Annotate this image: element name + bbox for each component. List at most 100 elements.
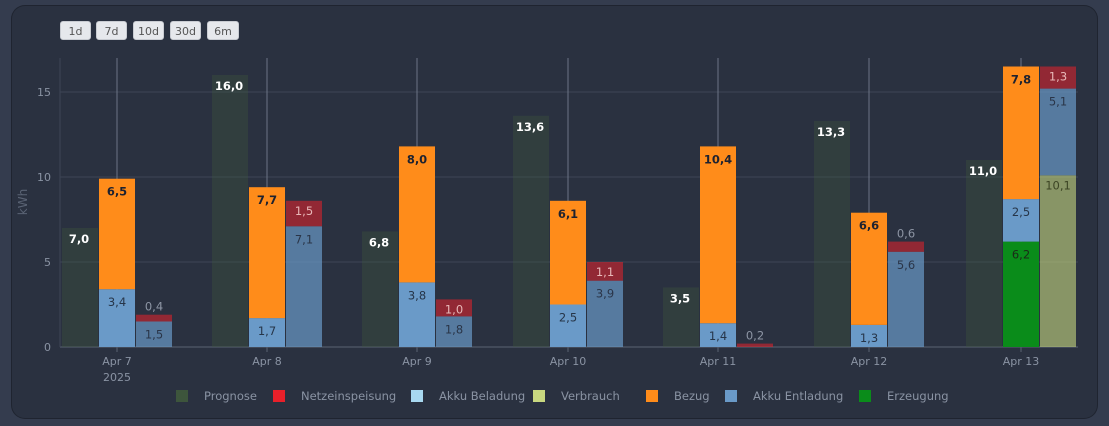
label-akku-entladung: 3,4 (108, 295, 126, 309)
legend-label: Verbrauch (561, 389, 620, 403)
bar-prognose (62, 228, 98, 347)
label-bezug: 6,6 (859, 219, 879, 233)
range-button-6m[interactable]: 6m (207, 21, 239, 40)
range-button-30d[interactable]: 30d (170, 21, 201, 40)
bar-akku-entladung (851, 324, 887, 347)
bar-netzeinspeisung (436, 299, 472, 317)
bar-verbrauch (1040, 175, 1076, 347)
legend-label: Netzeinspeisung (301, 389, 396, 403)
label-netzeinspeisung: 1,3 (1049, 70, 1067, 84)
label-prognose: 3,5 (670, 292, 690, 306)
range-button-10d[interactable]: 10d (133, 21, 164, 40)
label-netzeinspeisung: 1,0 (445, 302, 463, 316)
label-akku-entladung-out: 3,9 (596, 287, 614, 301)
label-akku-entladung-out: 5,6 (897, 258, 915, 272)
y-tick-label: 0 (44, 341, 51, 354)
bar-netzeinspeisung (737, 343, 773, 347)
label-bezug: 8,0 (407, 152, 427, 166)
label-akku-entladung: 3,8 (408, 288, 426, 302)
legend-item-akku-entladung[interactable]: Akku Entladung (725, 389, 843, 403)
bar-prognose (362, 231, 398, 347)
label-netzeinspeisung: 0,4 (145, 300, 163, 314)
legend-swatch (859, 390, 871, 402)
bar-akku-entladung-out (436, 316, 472, 347)
legend-item-netzeinspeisung[interactable]: Netzeinspeisung (273, 389, 396, 403)
label-akku-entladung: 2,5 (1012, 205, 1030, 219)
label-akku-entladung-out: 1,5 (145, 328, 163, 342)
bar-prognose (966, 160, 1002, 347)
legend-item-verbrauch[interactable]: Verbrauch (533, 389, 620, 403)
legend-swatch (176, 390, 188, 402)
label-bezug: 6,1 (558, 207, 578, 221)
legend-swatch (411, 390, 423, 402)
range-button-7d[interactable]: 7d (96, 21, 127, 40)
y-tick-label: 5 (44, 256, 51, 269)
x-tick-sublabel: 2025 (103, 371, 131, 384)
range-button-1d[interactable]: 1d (60, 21, 91, 40)
label-bezug: 7,7 (257, 193, 277, 207)
label-akku-entladung-out: 1,8 (445, 322, 463, 336)
axes: 0 5 10 15 kWh Apr 7 2025 Apr 8 Apr 9 Apr 10 Apr 11… (16, 86, 1039, 384)
y-tick-label: 10 (37, 171, 51, 184)
bars (62, 66, 1076, 348)
legend-label: Erzeugung (887, 389, 949, 403)
x-tick-label: Apr 11 (700, 355, 737, 368)
legend-swatch (646, 390, 658, 402)
legend-item-erzeugung[interactable]: Erzeugung (859, 389, 949, 403)
bar-prognose (663, 287, 699, 347)
legend-item-akku-beladung[interactable]: Akku Beladung (411, 389, 525, 403)
bar-bezug (249, 187, 285, 319)
label-akku-entladung: 1,3 (860, 331, 878, 345)
x-tick-label: Apr 8 (252, 355, 282, 368)
label-prognose: 16,0 (215, 79, 243, 93)
legend-item-prognose[interactable]: Prognose (176, 389, 257, 403)
x-tick-label: Apr 12 (851, 355, 888, 368)
legend-item-bezug[interactable]: Bezug (646, 389, 710, 403)
bar-prognose (513, 115, 549, 347)
bar-netzeinspeisung (888, 241, 924, 252)
label-erzeugung: 6,2 (1012, 248, 1030, 262)
bar-bezug (851, 212, 887, 325)
legend: Prognose Netzeinspeisung Akku Beladung Verb… (176, 389, 949, 403)
label-akku-entladung: 1,7 (258, 324, 276, 338)
label-akku-entladung-out: 5,1 (1049, 95, 1067, 109)
label-akku-entladung-out: 7,1 (295, 232, 313, 246)
legend-swatch (533, 390, 545, 402)
bar-akku-entladung-out (888, 251, 924, 347)
bar-akku-entladung (1003, 199, 1039, 242)
label-bezug: 10,4 (704, 152, 732, 166)
legend-label: Prognose (204, 389, 257, 403)
bar-akku-entladung-out (587, 280, 623, 347)
bar-akku-entladung (399, 282, 435, 347)
x-tick-label: Apr 10 (550, 355, 587, 368)
label-netzeinspeisung: 0,6 (897, 227, 915, 241)
bar-akku-entladung-out (286, 226, 322, 347)
label-netzeinspeisung: 0,2 (746, 329, 764, 343)
label-netzeinspeisung: 1,1 (596, 265, 614, 279)
bar-akku-entladung-out (136, 321, 172, 347)
bar-netzeinspeisung (587, 262, 623, 281)
label-akku-entladung: 1,4 (709, 329, 727, 343)
legend-swatch (725, 390, 737, 402)
bar-bezug (550, 200, 586, 305)
bar-prognose (212, 75, 248, 347)
label-verbrauch: 10,1 (1045, 178, 1071, 192)
label-prognose: 13,3 (817, 125, 845, 139)
bar-akku-entladung (700, 323, 736, 347)
label-bezug: 6,5 (107, 185, 127, 199)
label-akku-entladung: 2,5 (559, 311, 577, 325)
label-prognose: 7,0 (69, 232, 89, 246)
label-bezug: 7,8 (1011, 73, 1031, 87)
bar-bezug (700, 146, 736, 324)
label-prognose: 11,0 (969, 164, 997, 178)
label-prognose: 13,6 (516, 120, 544, 134)
label-prognose: 6,8 (369, 235, 389, 249)
legend-swatch (273, 390, 285, 402)
legend-label: Bezug (674, 389, 710, 403)
bar-erzeugung (1003, 241, 1039, 347)
y-tick-label: 15 (37, 86, 51, 99)
bar-bezug (1003, 66, 1039, 200)
x-tick-label: Apr 13 (1003, 355, 1040, 368)
bar-akku-entladung (99, 289, 135, 347)
